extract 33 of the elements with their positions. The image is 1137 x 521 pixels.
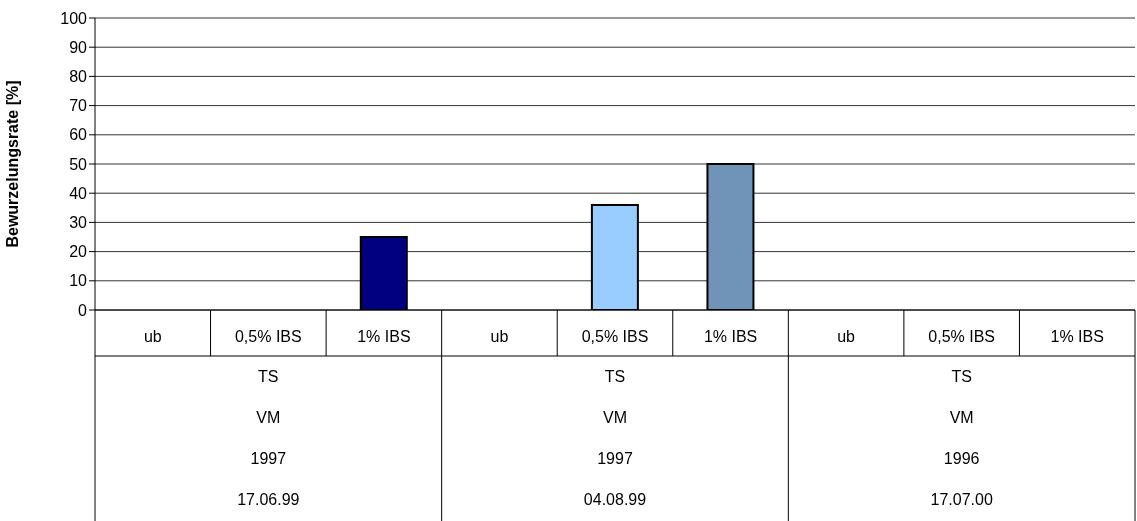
x-tick-label: 0,5% IBS — [234, 328, 302, 345]
text: VM — [949, 408, 974, 426]
x-tick-label: 1% IBS — [357, 328, 411, 345]
y-tick-label: 20 — [69, 243, 88, 261]
y-tick-label: 0 — [78, 301, 88, 319]
text: 17.07.00 — [930, 491, 993, 509]
text: VM — [256, 408, 281, 426]
text: 1997 — [597, 450, 633, 468]
x-tick-label: ub — [490, 328, 509, 345]
x-tick-label: 0,5% IBS — [581, 328, 649, 345]
y-tick-label: 80 — [69, 68, 88, 86]
y-axis-title: Bewurzelungsrate [%] — [3, 80, 21, 248]
text: TS — [258, 367, 279, 385]
x-tick-label: 1% IBS — [1050, 328, 1104, 345]
x-tick-label: ub — [143, 328, 162, 345]
y-tick-label: 30 — [69, 214, 88, 232]
y-tick-label: 90 — [69, 38, 88, 56]
y-tick-label: 40 — [69, 184, 88, 202]
text: TS — [951, 367, 972, 385]
text: 17.06.99 — [237, 491, 300, 509]
x-tick-label: 1% IBS — [703, 328, 758, 345]
y-tick-label: 50 — [69, 155, 88, 173]
text: 1997 — [250, 450, 287, 468]
y-tick-label: 60 — [69, 126, 88, 144]
y-tick-label: 10 — [69, 272, 88, 290]
y-tick-label: 100 — [60, 9, 88, 27]
x-tick-label: 0,5% IBS — [928, 328, 996, 345]
text: 04.08.99 — [583, 491, 647, 509]
text: 1996 — [943, 450, 980, 468]
x-tick-label: ub — [837, 328, 856, 345]
y-tick-label: 70 — [69, 97, 88, 115]
text: VM — [603, 408, 627, 426]
text: TS — [604, 367, 626, 385]
